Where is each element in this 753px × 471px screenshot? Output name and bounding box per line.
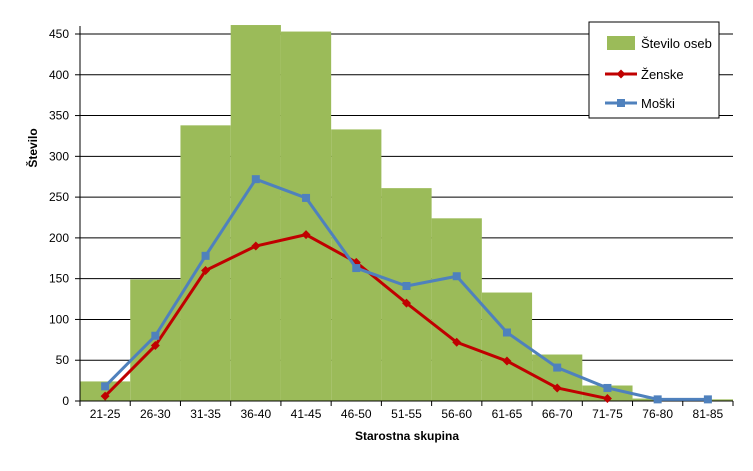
- point-moski: [502, 328, 511, 337]
- bar-61-65: [481, 292, 533, 401]
- y-tick-label: 400: [49, 68, 69, 82]
- x-tick-label: 26-30: [140, 407, 171, 421]
- point-moski: [201, 251, 210, 260]
- bar-36-40: [230, 25, 281, 401]
- bar-21-25: [80, 381, 131, 401]
- legend-swatch-moski-marker: [617, 99, 625, 107]
- bar-51-55: [381, 188, 432, 401]
- legend-label-stevilo-oseb: Število oseb: [641, 36, 712, 51]
- x-tick-label: 31-35: [190, 407, 221, 421]
- legend-swatch-stevilo-oseb: [607, 36, 635, 50]
- x-tick-label: 81-85: [693, 407, 724, 421]
- y-tick-label: 100: [49, 312, 69, 326]
- point-zenske: [602, 394, 612, 404]
- bar-41-45: [280, 31, 332, 401]
- y-tick-label: 350: [49, 109, 69, 123]
- bar-26-30: [130, 279, 181, 401]
- point-moski: [151, 331, 160, 340]
- x-tick-label: 76-80: [642, 407, 673, 421]
- bar-56-60: [431, 218, 482, 401]
- legend: Število oseb Ženske Moški: [588, 21, 720, 119]
- axes: [75, 26, 734, 406]
- x-tick-label: 51-55: [391, 407, 422, 421]
- point-moski: [653, 395, 662, 404]
- x-axis-title: Starostna skupina: [355, 429, 459, 443]
- point-moski: [101, 382, 110, 391]
- point-zenske: [201, 266, 211, 276]
- point-moski: [251, 175, 260, 184]
- y-tick-label: 200: [49, 231, 69, 245]
- legend-label-moski: Moški: [641, 96, 675, 111]
- y-axis-title: Število: [25, 128, 40, 167]
- point-moski: [302, 193, 311, 202]
- y-tick-label: 300: [49, 149, 69, 163]
- point-moski: [402, 282, 411, 291]
- point-moski: [703, 395, 712, 404]
- y-tick-labels: 0 50 100 150 200 250 300 350 400 450: [49, 27, 69, 408]
- x-tick-label: 61-65: [492, 407, 523, 421]
- x-tick-labels: 21-25 26-30 31-35 36-40 41-45 46-50 51-55 56-60…: [90, 407, 724, 421]
- y-tick-label: 450: [49, 27, 69, 41]
- x-tick-label: 66-70: [542, 407, 573, 421]
- point-zenske: [552, 383, 562, 393]
- point-zenske: [301, 230, 311, 240]
- legend-swatch-zenske-marker: [616, 69, 626, 79]
- y-tick-label: 0: [62, 394, 69, 408]
- y-tick-label: 50: [56, 353, 70, 367]
- x-tick-label: 46-50: [341, 407, 372, 421]
- point-moski: [603, 383, 612, 392]
- y-tick-label: 150: [49, 272, 69, 286]
- point-zenske: [502, 356, 512, 366]
- point-moski: [553, 363, 562, 372]
- point-zenske: [150, 341, 160, 351]
- point-zenske: [452, 337, 462, 347]
- legend-label-zenske: Ženske: [641, 67, 684, 82]
- x-tick-label: 41-45: [291, 407, 322, 421]
- x-tick-label: 21-25: [90, 407, 121, 421]
- point-moski: [452, 272, 461, 281]
- bars: [80, 25, 733, 402]
- series-lines: [100, 175, 712, 404]
- point-zenske: [402, 298, 411, 308]
- point-zenske: [251, 241, 261, 251]
- x-tick-label: 36-40: [240, 407, 271, 421]
- point-moski: [352, 264, 361, 273]
- x-tick-label: 71-75: [592, 407, 623, 421]
- y-tick-label: 250: [49, 190, 69, 204]
- point-zenske: [100, 391, 110, 401]
- x-tick-label: 56-60: [441, 407, 472, 421]
